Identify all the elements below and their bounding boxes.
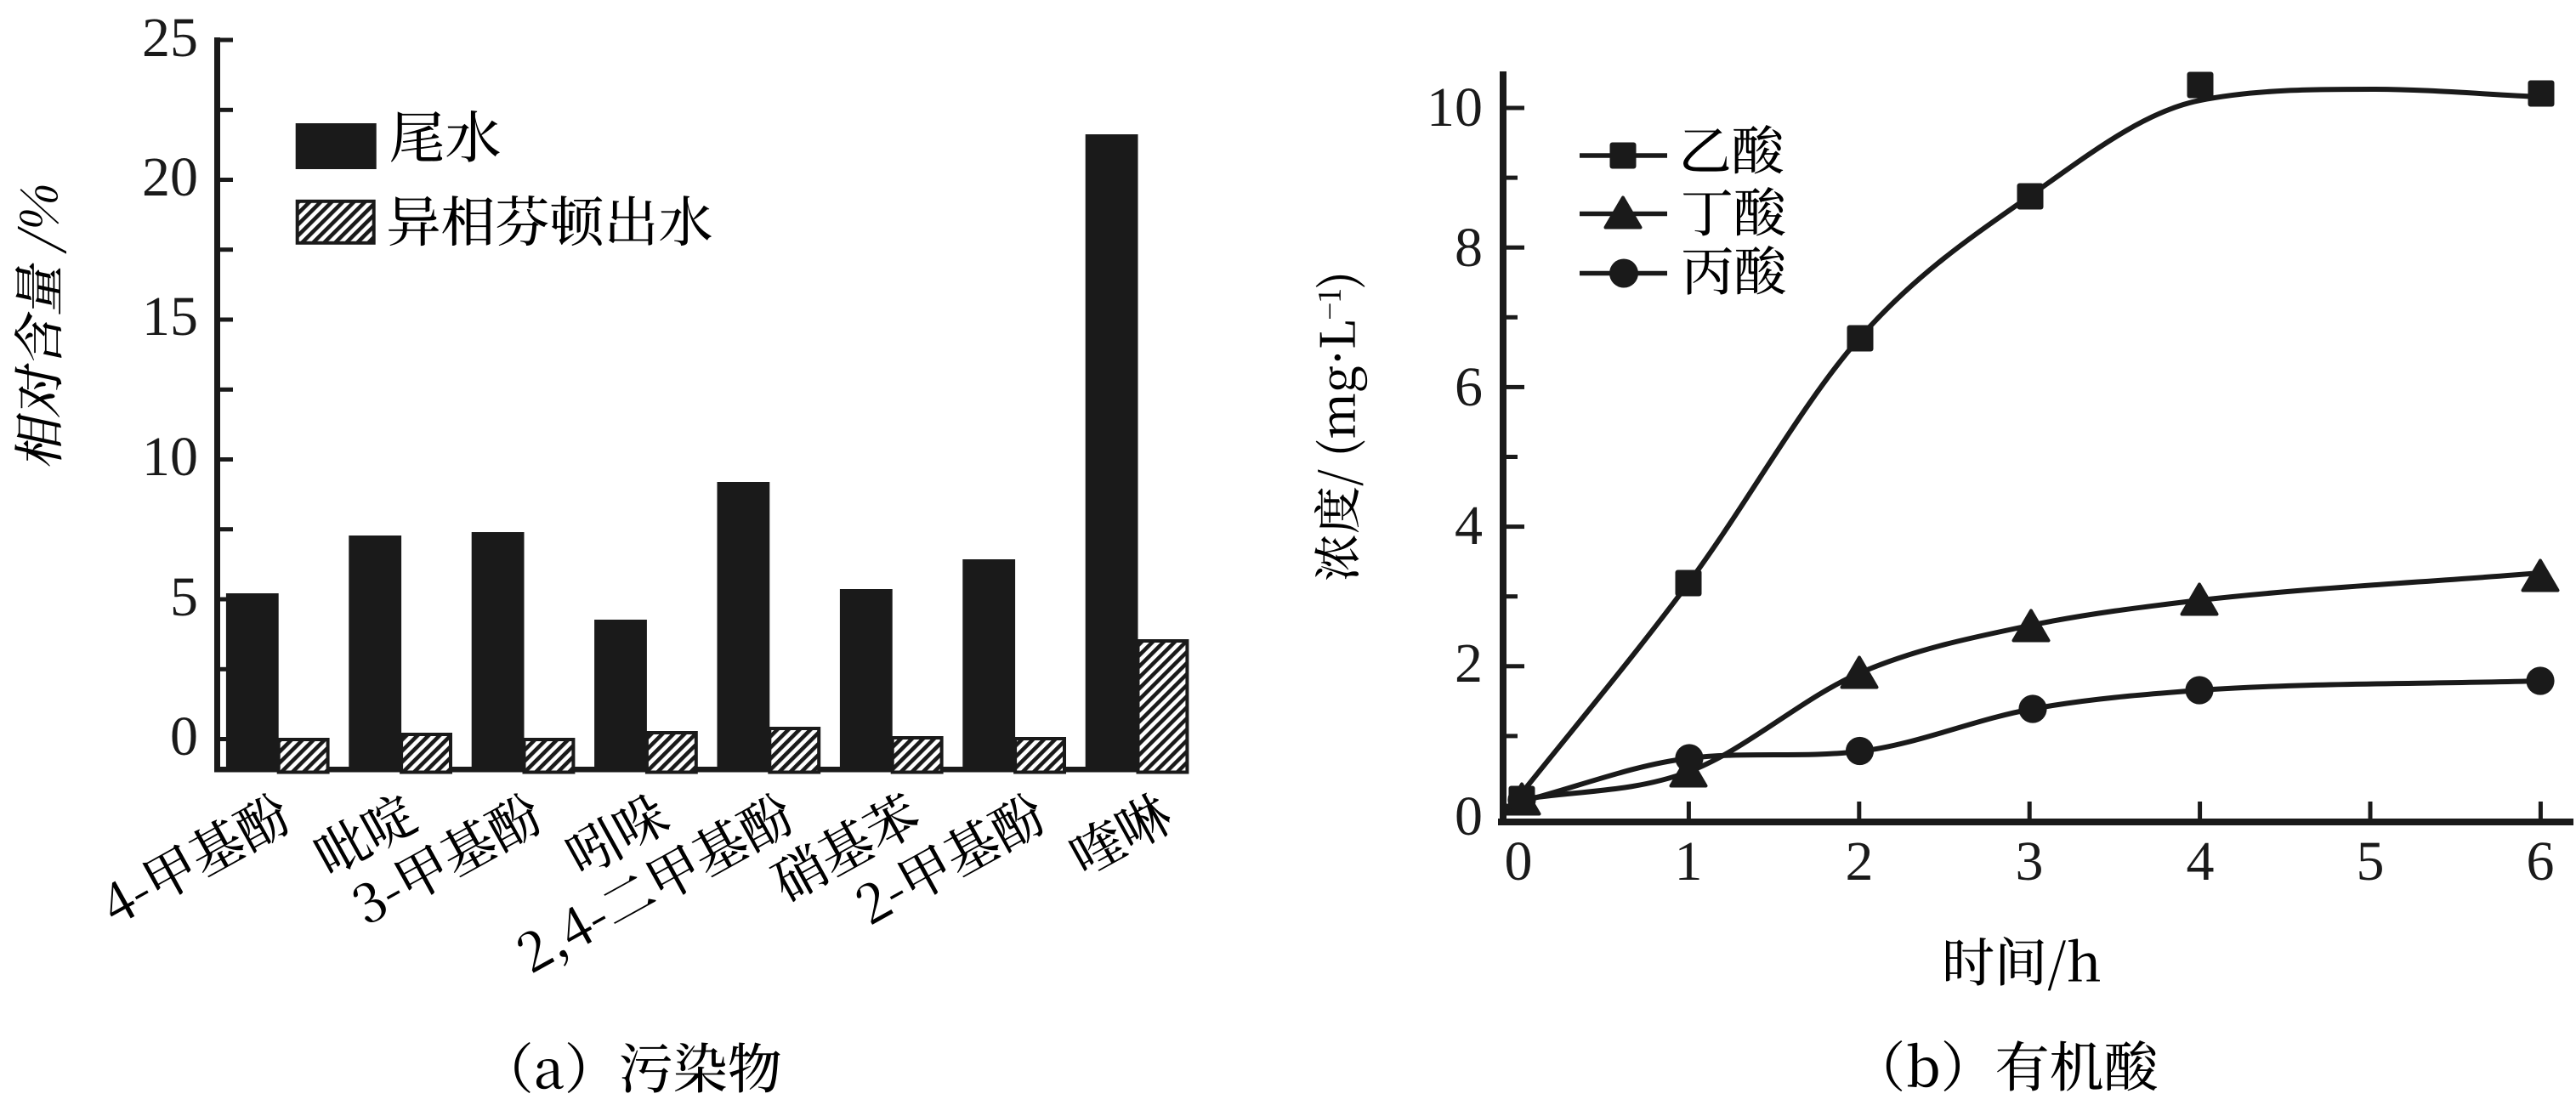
svg-text:5: 5 [2357,830,2385,892]
svg-text:10: 10 [142,426,198,488]
svg-text:5: 5 [170,566,198,628]
svg-text:6: 6 [1455,356,1483,418]
svg-text:2: 2 [1455,632,1483,694]
svg-text:25: 25 [142,7,198,69]
svg-text:20: 20 [142,146,198,208]
svg-text:10: 10 [1427,76,1483,139]
svg-text:0: 0 [1505,830,1533,892]
svg-text:4: 4 [2187,830,2215,892]
svg-text:1: 1 [1675,830,1703,892]
svg-text:15: 15 [142,286,198,348]
svg-text:3: 3 [2016,830,2044,892]
svg-text:8: 8 [1455,217,1483,279]
svg-text:2: 2 [1846,830,1874,892]
svg-text:6: 6 [2527,830,2555,892]
svg-text:0: 0 [170,706,198,768]
svg-text:4: 4 [1455,495,1483,557]
svg-text:0: 0 [1455,785,1483,847]
